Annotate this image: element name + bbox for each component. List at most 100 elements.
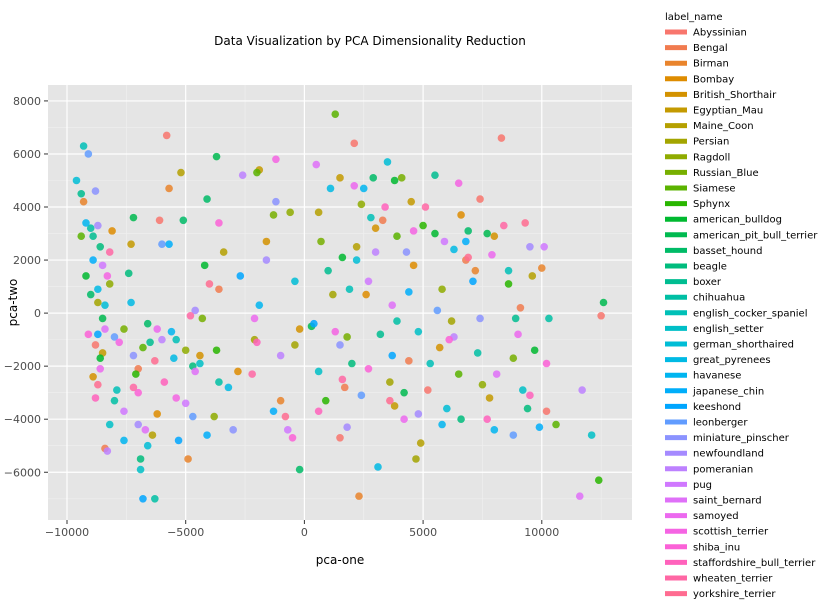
data-point (473, 349, 482, 357)
legend-label: scottish_terrier (693, 527, 769, 538)
data-point (397, 174, 406, 182)
data-point (414, 327, 423, 336)
data-point (129, 213, 138, 222)
data-point (594, 476, 603, 485)
data-point (409, 227, 418, 235)
legend-label: Siamese (693, 184, 736, 195)
y-tick-label: 0 (34, 307, 41, 320)
data-point (336, 341, 344, 349)
series-english_setter (105, 327, 596, 474)
legend-label: miniature_pinscher (693, 433, 790, 444)
x-tick-label: 0 (301, 526, 308, 539)
data-point (115, 338, 124, 347)
data-point (400, 415, 408, 424)
data-point (272, 155, 280, 164)
legend-label: wheaten_terrier (693, 574, 773, 585)
series-leonberger (84, 150, 518, 439)
data-point (82, 272, 90, 280)
data-point (364, 277, 373, 286)
data-point (269, 407, 278, 416)
data-point (530, 346, 539, 355)
data-point (504, 280, 513, 288)
data-point (136, 465, 145, 474)
legend-item: Abyssinian (665, 28, 747, 39)
data-point (276, 396, 285, 405)
data-point (393, 232, 401, 240)
legend-item: scottish_terrier (665, 527, 769, 538)
data-point (229, 426, 237, 434)
axis-ticks: −10000 −5000 0 5000 10000 −6000 −4000 −2000 0 200… (4, 95, 560, 539)
data-point (146, 338, 154, 347)
data-point (98, 261, 107, 270)
series-yorkshire_terrier (94, 219, 529, 421)
data-point (77, 189, 86, 198)
data-point (317, 237, 325, 246)
data-point (435, 343, 444, 352)
data-point (412, 455, 420, 463)
data-point (291, 341, 299, 349)
data-point (79, 142, 88, 150)
data-point (120, 436, 128, 445)
legend-title: label_name (665, 12, 723, 23)
legend-item: Birman (665, 59, 729, 70)
series-newfoundland (94, 221, 534, 431)
data-point (120, 407, 128, 416)
legend-label: Bombay (693, 74, 734, 85)
legend-item: american_bulldog (665, 215, 782, 226)
legend-item: Sphynx (665, 199, 730, 210)
data-point (132, 370, 140, 378)
series-Maine_Coon (148, 168, 537, 447)
data-point (450, 245, 458, 254)
data-point (269, 211, 278, 219)
legend-label: British_Shorthair (693, 90, 777, 101)
data-point (409, 261, 418, 270)
data-point (272, 197, 280, 206)
data-point (359, 184, 368, 193)
data-point (212, 346, 221, 355)
data-point (369, 174, 378, 182)
y-tick-label: 6000 (13, 148, 41, 161)
data-point (139, 494, 147, 503)
legend-label: pug (693, 480, 712, 491)
data-point (98, 314, 107, 323)
legend-label: leonberger (693, 418, 748, 429)
data-point (210, 412, 218, 421)
series-Ragdoll (105, 200, 487, 421)
data-point (575, 492, 584, 500)
legend-item: american_pit_bull_terrier (665, 230, 818, 241)
data-point (526, 242, 534, 251)
data-point (324, 266, 332, 275)
legend-label: keeshond (693, 402, 741, 413)
legend-label: english_setter (693, 324, 764, 335)
legend-item: japanese_chin (665, 386, 764, 397)
legend-label: Sphynx (693, 199, 730, 210)
data-point (497, 134, 506, 142)
data-point (464, 227, 472, 235)
y-tick-label: −4000 (4, 413, 41, 426)
data-point (165, 240, 173, 248)
data-point (471, 266, 480, 275)
data-point (348, 359, 356, 368)
data-point (84, 150, 93, 158)
series-saint_bernard (101, 160, 584, 500)
data-point (96, 242, 105, 251)
data-point (578, 386, 586, 394)
data-point (535, 423, 544, 431)
legend-label: Egyptian_Mau (693, 106, 763, 117)
legend-label: american_bulldog (693, 215, 782, 226)
data-point (338, 253, 347, 262)
data-point (105, 420, 114, 429)
data-point (124, 269, 133, 278)
legend-label: great_pyrenees (693, 355, 771, 366)
data-point (310, 319, 318, 328)
x-tick-label: 5000 (409, 526, 437, 539)
data-point (597, 311, 605, 320)
data-point (393, 317, 401, 325)
data-point (362, 290, 370, 299)
legend-item: english_setter (665, 324, 764, 335)
data-point (386, 396, 394, 405)
legend-label: Russian_Blue (693, 168, 759, 179)
data-point (148, 431, 157, 439)
data-point (86, 290, 95, 299)
data-point (414, 410, 423, 418)
